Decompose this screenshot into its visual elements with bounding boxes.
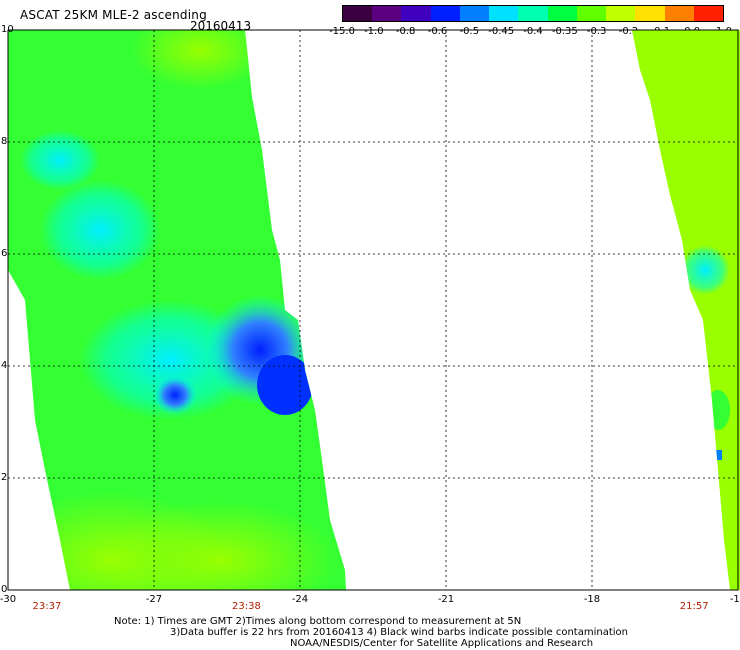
x-tick-label: -21 xyxy=(437,594,455,605)
y-tick-label: 6 xyxy=(1,248,8,259)
colorbar-label: -0.5 xyxy=(459,26,480,37)
y-tick-label: 4 xyxy=(1,360,8,371)
colorbar-swatch xyxy=(664,6,694,21)
colorbar-swatch xyxy=(606,6,636,21)
colorbar-label: -1.0 xyxy=(364,26,384,37)
left-swath xyxy=(8,30,346,590)
x-tick-label: -15 xyxy=(729,594,740,605)
x-tick-label: -30 xyxy=(0,594,17,605)
colorbar-swatch xyxy=(459,6,490,21)
y-tick-label: 8 xyxy=(1,136,8,147)
time-label: 23:37 xyxy=(32,601,62,612)
time-label: 21:57 xyxy=(679,601,709,612)
colorbar-swatch xyxy=(489,6,519,21)
colorbar-swatch xyxy=(576,6,607,21)
colorbar-label: -0.6 xyxy=(427,26,448,37)
colorbar-swatch xyxy=(693,6,724,21)
time-label: 23:38 xyxy=(232,601,261,612)
colorbar-label: -0.8 xyxy=(395,26,416,37)
colorbar-label: -0.35 xyxy=(551,26,578,37)
y-tick-label: 0 xyxy=(1,584,8,595)
y-tick-label: 2 xyxy=(1,472,8,483)
plot-frame xyxy=(7,29,739,591)
colorbar-label: -15.0 xyxy=(329,26,355,37)
x-tick-label: -27 xyxy=(145,594,163,605)
colorbar-swatch xyxy=(430,6,460,21)
colorbar-swatch xyxy=(343,6,373,21)
colorbar-swatch xyxy=(547,6,577,21)
x-tick-label: -24 xyxy=(291,594,309,605)
colorbar-swatch xyxy=(635,6,665,21)
colorbar-label: -0.45 xyxy=(488,26,515,37)
colorbar-label: -0.3 xyxy=(586,26,607,37)
colorbar-label: -0.4 xyxy=(523,26,543,37)
colorbar-swatch xyxy=(518,6,548,21)
right-swath xyxy=(632,30,740,590)
note-line-1: Note: 1) Times are GMT 2)Times along bot… xyxy=(114,616,522,627)
colorbar-swatch xyxy=(401,6,431,21)
product-title: ASCAT 25KM MLE-2 ascending xyxy=(20,8,207,22)
colorbar-swatch xyxy=(372,6,402,21)
map-grid xyxy=(8,30,738,590)
colorbar xyxy=(342,5,724,22)
x-tick-label: -18 xyxy=(583,594,601,605)
note-line-2: 3)Data buffer is 22 hrs from 20160413 4)… xyxy=(170,627,628,638)
y-tick-label: 10 xyxy=(1,24,14,35)
credit-line: NOAA/NESDIS/Center for Satellite Applica… xyxy=(290,638,594,649)
colorbar-label: -0.2 xyxy=(618,26,639,37)
